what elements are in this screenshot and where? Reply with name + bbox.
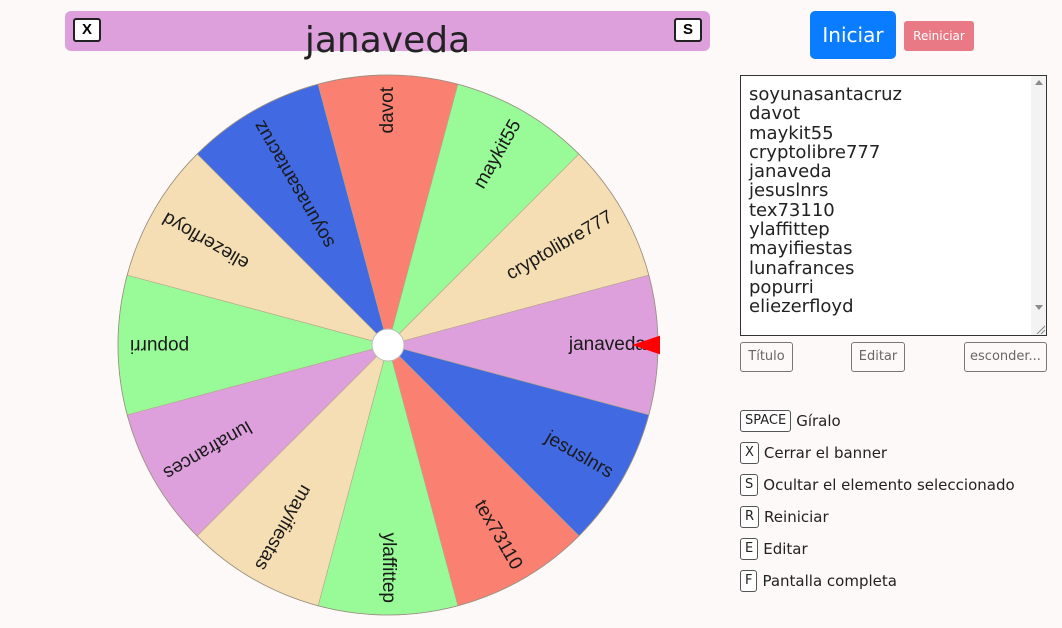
reset-button[interactable]: Reiniciar	[904, 21, 974, 51]
names-list-item: mayifiestas	[749, 238, 853, 260]
names-list-item: davot	[749, 103, 801, 125]
shortcut-key: SPACE	[740, 410, 792, 432]
scroll-down-icon[interactable]	[1035, 305, 1043, 310]
resize-grip-icon[interactable]	[1035, 324, 1045, 334]
names-list-item: janaveda	[749, 161, 832, 183]
names-list-item: maykit55	[749, 122, 834, 144]
names-list-item: tex73110	[749, 199, 835, 221]
shortcut-key: X	[740, 442, 759, 464]
hide-selected-button[interactable]: S	[674, 18, 702, 42]
shortcut-s: S Ocultar el elemento seleccionado	[740, 474, 1015, 496]
textarea-scrollbar[interactable]	[1031, 76, 1046, 335]
shortcut-key: F	[740, 570, 758, 592]
winner-banner: X janaveda S	[65, 11, 710, 61]
wheel-segment-label: popurri	[130, 335, 189, 356]
names-list-item: cryptolibre777	[749, 141, 881, 163]
wheel-segment-label: davot	[377, 86, 398, 133]
names-list-item: ylaffittep	[749, 219, 830, 241]
edit-button[interactable]: Editar	[851, 342, 905, 372]
wheel-segment-label: ylaffittep	[378, 533, 399, 603]
names-list-item: eliezerfloyd	[749, 296, 854, 318]
wheel-segment-label: janaveda	[568, 334, 647, 355]
shortcut-f: F Pantalla completa	[740, 570, 897, 592]
wheel-hub	[371, 328, 405, 362]
start-button[interactable]: Iniciar	[810, 11, 896, 59]
hide-button[interactable]: esconder...	[964, 342, 1047, 372]
shortcut-label: Pantalla completa	[762, 572, 897, 590]
names-list-item: soyunasantacruz	[749, 84, 902, 105]
shortcut-space: SPACE Gíralo	[740, 410, 841, 432]
scroll-up-icon[interactable]	[1035, 80, 1043, 85]
winner-title: janaveda	[304, 20, 471, 61]
shortcut-e: E Editar	[740, 538, 808, 560]
title-button[interactable]: Título	[740, 342, 793, 372]
shortcut-key: E	[740, 538, 759, 560]
shortcut-label: Editar	[763, 540, 808, 558]
shortcut-label: Reiniciar	[764, 508, 829, 526]
wheel-graphic[interactable]: soyunasantacruzdavotmaykit55cryptolibre7…	[116, 73, 660, 617]
names-list-item: jesuslnrs	[749, 180, 829, 202]
shortcut-label: Ocultar el elemento seleccionado	[763, 476, 1015, 494]
names-list-item: lunafrances	[749, 257, 855, 279]
shortcut-key: R	[740, 506, 760, 528]
names-textarea[interactable]: soyunasantacruz davot maykit55 cryptolibre7…	[740, 75, 1047, 336]
shortcut-key: S	[740, 474, 759, 496]
wheel-pointer	[632, 335, 660, 355]
names-list: soyunasantacruz davot maykit55 cryptolibre7…	[749, 85, 902, 317]
shortcut-label: Cerrar el banner	[763, 444, 888, 462]
shortcut-r: R Reiniciar	[740, 506, 829, 528]
shortcut-label: Gíralo	[796, 412, 841, 430]
names-list-item: popurri	[749, 276, 814, 298]
shortcut-x: X Cerrar el banner	[740, 442, 887, 464]
close-banner-button[interactable]: X	[73, 18, 101, 42]
spin-wheel[interactable]: soyunasantacruz davot maykit55 cryptolibre7…	[116, 73, 660, 617]
